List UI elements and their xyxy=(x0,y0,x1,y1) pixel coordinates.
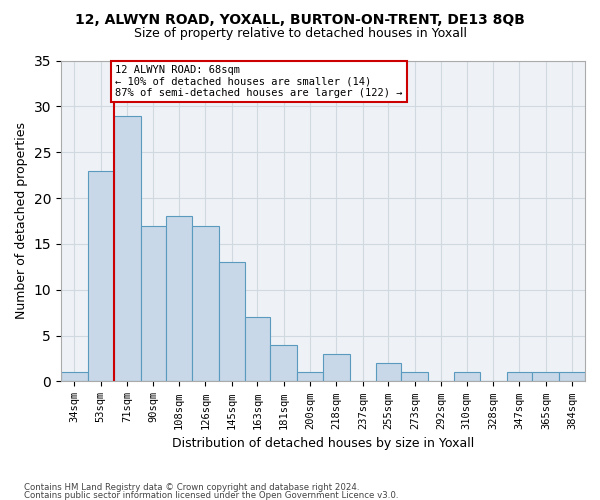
Bar xyxy=(192,226,219,382)
Bar xyxy=(166,216,192,382)
Y-axis label: Number of detached properties: Number of detached properties xyxy=(15,122,28,320)
Text: 12, ALWYN ROAD, YOXALL, BURTON-ON-TRENT, DE13 8QB: 12, ALWYN ROAD, YOXALL, BURTON-ON-TRENT,… xyxy=(75,12,525,26)
Bar xyxy=(506,372,532,382)
Bar xyxy=(88,170,113,382)
Bar xyxy=(559,372,585,382)
Text: 12 ALWYN ROAD: 68sqm
← 10% of detached houses are smaller (14)
87% of semi-detac: 12 ALWYN ROAD: 68sqm ← 10% of detached h… xyxy=(115,65,403,98)
X-axis label: Distribution of detached houses by size in Yoxall: Distribution of detached houses by size … xyxy=(172,437,474,450)
Bar xyxy=(113,116,140,382)
Bar xyxy=(219,262,245,382)
Bar xyxy=(61,372,88,382)
Bar xyxy=(140,226,166,382)
Bar xyxy=(298,372,323,382)
Bar xyxy=(245,318,270,382)
Bar xyxy=(532,372,559,382)
Bar xyxy=(401,372,428,382)
Text: Contains HM Land Registry data © Crown copyright and database right 2024.: Contains HM Land Registry data © Crown c… xyxy=(24,484,359,492)
Bar xyxy=(454,372,479,382)
Text: Size of property relative to detached houses in Yoxall: Size of property relative to detached ho… xyxy=(133,28,467,40)
Bar xyxy=(376,363,401,382)
Bar xyxy=(323,354,350,382)
Bar xyxy=(270,345,298,382)
Text: Contains public sector information licensed under the Open Government Licence v3: Contains public sector information licen… xyxy=(24,491,398,500)
